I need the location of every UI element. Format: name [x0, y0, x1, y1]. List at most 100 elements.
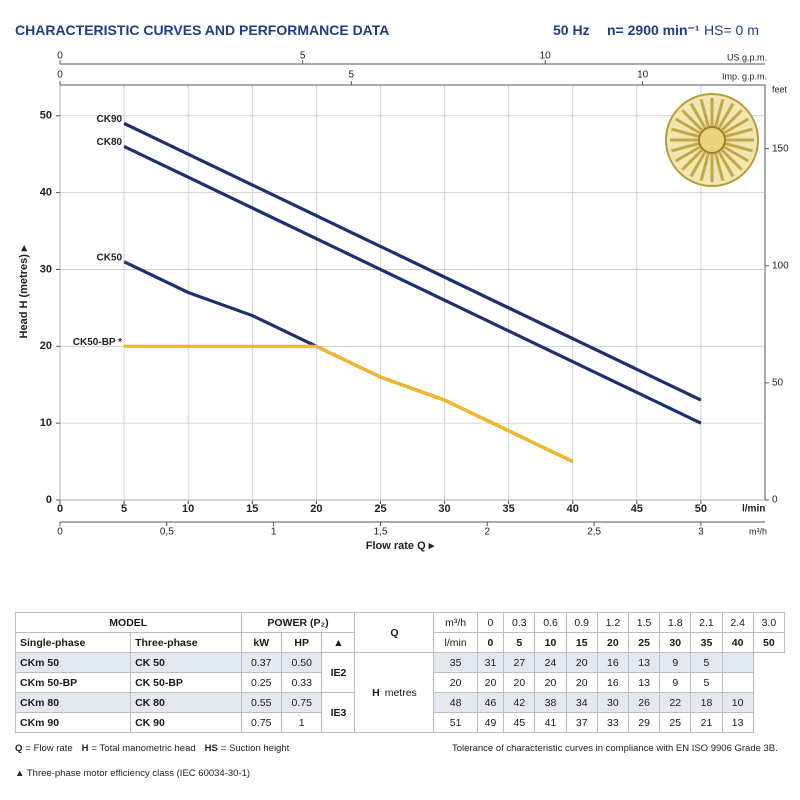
frequency: 50 Hz	[553, 22, 590, 38]
secondary-axis-label: feet	[772, 84, 788, 94]
table-cell: 20	[503, 672, 536, 693]
table-cell: 20	[476, 672, 505, 693]
title: CHARACTERISTIC CURVES AND PERFORMANCE DA…	[15, 22, 390, 38]
table-cell: 0.55	[240, 692, 282, 713]
table-cell: 0.9	[565, 612, 598, 633]
table-cell: 13	[627, 672, 661, 693]
impeller-vane	[671, 142, 699, 153]
impeller-vane	[720, 109, 743, 132]
secondary-tick-label: 10	[540, 51, 552, 62]
table-cell: 26	[627, 692, 661, 713]
speed: n= 2900 min⁻¹	[607, 22, 700, 38]
x-tick-label: 50	[695, 503, 707, 515]
table-cell: 29	[627, 712, 661, 733]
table-cell: Single-phase	[14, 632, 132, 653]
table-cell: m³/h	[433, 612, 478, 633]
impeller-vane	[725, 127, 753, 138]
impeller-vane	[671, 127, 699, 138]
table-cell: Three-phase	[130, 632, 242, 653]
table-cell: 20	[433, 672, 478, 693]
table-cell: 49	[476, 712, 505, 733]
impeller-vane	[720, 148, 743, 171]
table-cell: 22	[659, 692, 692, 713]
table-cell: CKm 50-BP	[14, 672, 132, 693]
table-cell: 20	[596, 632, 629, 653]
table-cell: 30	[596, 692, 629, 713]
table-cell: 41	[534, 712, 567, 733]
table-cell: 1.8	[659, 612, 692, 633]
table-cell: 31	[476, 652, 505, 673]
efficiency-note: ▲ Three-phase motor efficiency class (IE…	[15, 768, 251, 779]
table-cell: 25	[659, 712, 692, 733]
table-cell: 13	[627, 652, 661, 673]
legend-text: = Total manometric head	[91, 743, 196, 754]
table-cell: 0.75	[280, 692, 323, 713]
secondary-tick-label: 0	[57, 527, 63, 538]
table-cell: 50	[752, 632, 786, 653]
series-label: CK50	[97, 252, 123, 263]
table-cell: 10	[534, 632, 567, 653]
series-label: CK90	[97, 114, 123, 125]
tolerance: Tolerance of characteristic curves in co…	[452, 743, 778, 754]
table-row: CKm 90 CK 90 0.75 1 51 49 45 41 37 33 29 25 21 13	[14, 712, 785, 733]
impeller-hub	[698, 126, 726, 154]
table-cell: 48	[433, 692, 478, 713]
table-cell: CKm 80	[14, 692, 132, 713]
x-tick-label: 25	[374, 503, 386, 515]
table-cell: 0.3	[503, 612, 536, 633]
suction: HS= 0 m	[704, 22, 759, 38]
table-cell: 51	[433, 712, 478, 733]
legend-text: = Suction height	[220, 743, 290, 754]
table-cell: 20	[565, 652, 598, 673]
table-cell: 5	[503, 632, 536, 653]
table-cell: 0.6	[534, 612, 567, 633]
table-cell: 0.37	[240, 652, 282, 673]
x-axis-label: Flow rate Q ▸	[366, 540, 435, 552]
table-cell: 27	[503, 652, 536, 673]
table-cell: 33	[596, 712, 629, 733]
impeller-vane	[714, 99, 725, 127]
secondary-tick-label: 3	[698, 527, 704, 538]
legend-text: = Flow rate	[25, 743, 73, 754]
h-unit: metres	[384, 686, 417, 699]
y-tick-label: 0	[46, 494, 52, 506]
impeller-vane	[717, 151, 735, 178]
table-cell: 35	[690, 632, 723, 653]
impeller-vane	[723, 117, 750, 135]
secondary-tick-label: 2,5	[587, 527, 601, 538]
table-cell	[721, 652, 754, 673]
footer-legend: Q = Flow rate H = Total manometric head HS = …	[15, 743, 298, 754]
impeller-vane	[681, 148, 704, 171]
table-cell: kW	[240, 632, 282, 653]
table-cell: 40	[721, 632, 754, 653]
secondary-axis-label: Imp. g.p.m.	[722, 71, 767, 81]
table-cell: Q	[354, 612, 435, 653]
table-cell: 24	[534, 652, 567, 673]
x-tick-label: 30	[438, 503, 450, 515]
table-cell: ▲	[321, 632, 356, 653]
table-cell: POWER (P₂)	[240, 612, 356, 633]
impeller-vane	[699, 99, 710, 127]
table-cell: 35	[433, 652, 478, 673]
impeller-vane	[689, 102, 707, 129]
table-cell: CK 90	[130, 712, 242, 733]
impeller-vane	[723, 145, 750, 163]
y-tick-label: 50	[40, 110, 52, 122]
x-tick-label: 10	[182, 503, 194, 515]
table-cell: l/min	[433, 632, 478, 653]
table-cell: IE2	[321, 652, 356, 693]
table-cell: CKm 50	[14, 652, 132, 673]
h-symbol: H	[372, 686, 380, 699]
table-cell: 15	[565, 632, 598, 653]
table-cell: IE3	[321, 692, 356, 733]
legend-symbol: Q	[15, 743, 23, 754]
y-tick-label: 20	[40, 340, 52, 352]
y-axis-label: Head H (metres) ▸	[18, 245, 30, 338]
series-line	[124, 344, 574, 464]
secondary-tick-label: 1	[271, 527, 277, 538]
secondary-tick-label: 0,5	[160, 527, 174, 538]
x-unit: l/min	[742, 504, 765, 515]
x-tick-label: 40	[567, 503, 579, 515]
